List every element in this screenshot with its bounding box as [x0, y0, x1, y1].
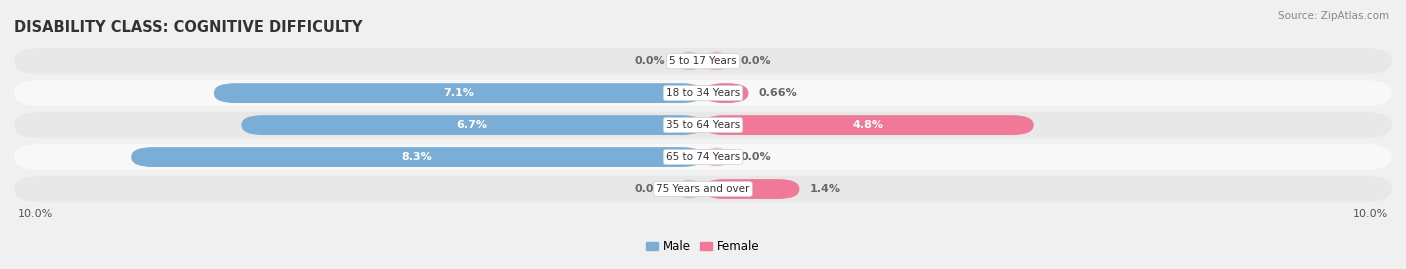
Text: Source: ZipAtlas.com: Source: ZipAtlas.com: [1278, 11, 1389, 21]
FancyBboxPatch shape: [14, 112, 1392, 138]
Text: 6.7%: 6.7%: [457, 120, 488, 130]
FancyBboxPatch shape: [14, 80, 1392, 106]
Text: 65 to 74 Years: 65 to 74 Years: [666, 152, 740, 162]
Text: 18 to 34 Years: 18 to 34 Years: [666, 88, 740, 98]
FancyBboxPatch shape: [703, 51, 731, 71]
FancyBboxPatch shape: [214, 83, 703, 103]
FancyBboxPatch shape: [703, 179, 800, 199]
Text: 10.0%: 10.0%: [17, 209, 53, 219]
FancyBboxPatch shape: [14, 176, 1392, 202]
Text: 0.66%: 0.66%: [759, 88, 797, 98]
FancyBboxPatch shape: [675, 51, 703, 71]
Text: 10.0%: 10.0%: [1353, 209, 1389, 219]
Text: 0.0%: 0.0%: [741, 56, 772, 66]
FancyBboxPatch shape: [14, 144, 1392, 170]
FancyBboxPatch shape: [131, 147, 703, 167]
Text: 1.4%: 1.4%: [810, 184, 841, 194]
Text: 75 Years and over: 75 Years and over: [657, 184, 749, 194]
Text: 5 to 17 Years: 5 to 17 Years: [669, 56, 737, 66]
Text: 8.3%: 8.3%: [402, 152, 433, 162]
FancyBboxPatch shape: [703, 147, 731, 167]
FancyBboxPatch shape: [703, 83, 748, 103]
Text: DISABILITY CLASS: COGNITIVE DIFFICULTY: DISABILITY CLASS: COGNITIVE DIFFICULTY: [14, 20, 363, 35]
FancyBboxPatch shape: [242, 115, 703, 135]
Legend: Male, Female: Male, Female: [641, 236, 765, 258]
Text: 35 to 64 Years: 35 to 64 Years: [666, 120, 740, 130]
Text: 4.8%: 4.8%: [853, 120, 884, 130]
Text: 7.1%: 7.1%: [443, 88, 474, 98]
FancyBboxPatch shape: [14, 48, 1392, 74]
Text: 0.0%: 0.0%: [741, 152, 772, 162]
Text: 0.0%: 0.0%: [634, 56, 665, 66]
FancyBboxPatch shape: [703, 115, 1033, 135]
FancyBboxPatch shape: [675, 179, 703, 199]
Text: 0.0%: 0.0%: [634, 184, 665, 194]
